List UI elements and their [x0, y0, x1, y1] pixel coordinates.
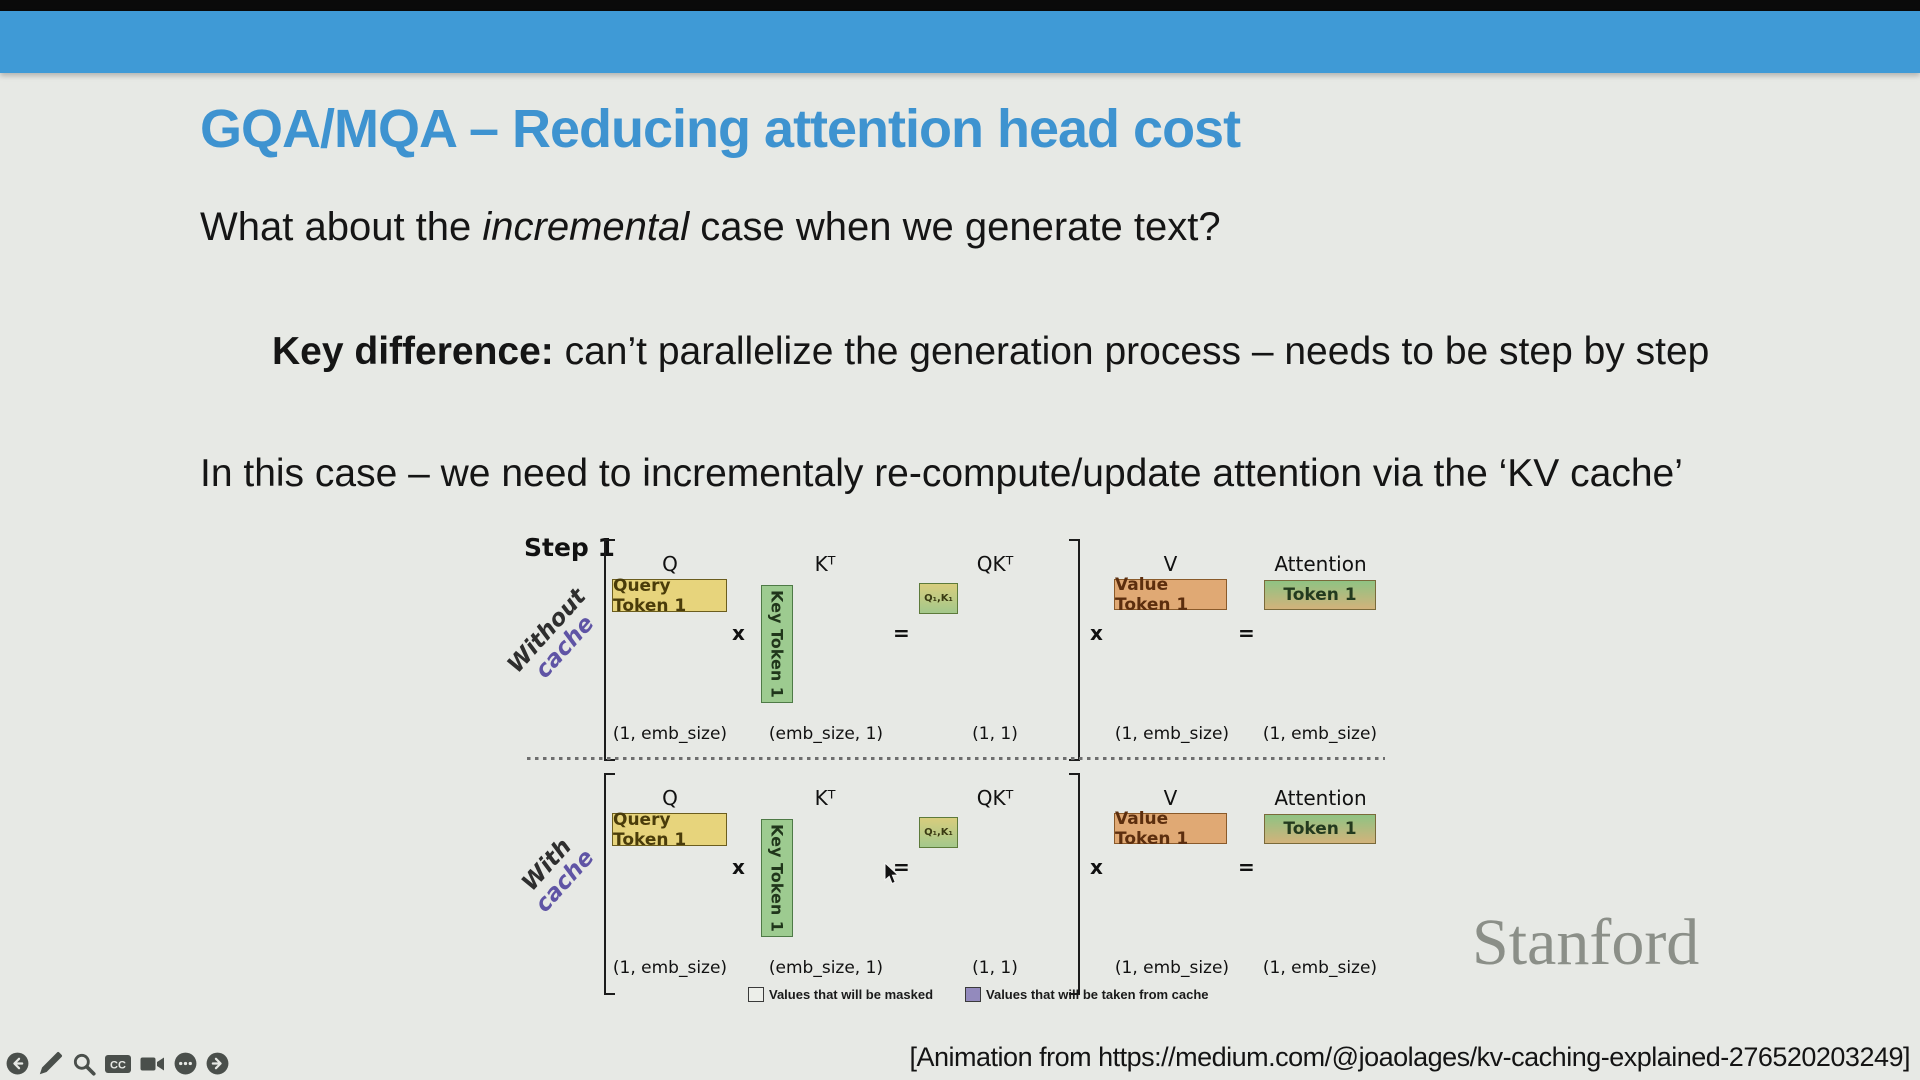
question-line: What about the incremental case when we … — [200, 205, 1221, 249]
left-bracket — [604, 539, 615, 761]
forward-arrow-icon — [206, 1052, 229, 1075]
legend-cached-label: Values that will be taken from cache — [986, 987, 1209, 1002]
kv-cache-line: In this case – we need to incrementaly r… — [200, 452, 1683, 495]
top-black-strip — [0, 0, 1920, 11]
captions-button[interactable]: CC — [104, 1052, 132, 1076]
attention-token-box: Token 1 — [1264, 580, 1376, 610]
equals-operator: = — [1238, 855, 1255, 879]
multiply-operator: x — [732, 855, 745, 879]
svg-text:CC: CC — [110, 1059, 126, 1071]
equals-operator: = — [893, 855, 910, 879]
incremental-emphasis: incremental — [482, 205, 690, 249]
multiply-operator: x — [1090, 621, 1103, 645]
dim-label-kt: (emb_size, 1) — [768, 724, 884, 744]
search-icon — [73, 1053, 96, 1076]
back-button[interactable] — [5, 1051, 30, 1076]
page-title: GQA/MQA – Reducing attention head cost — [200, 99, 1241, 159]
row-divider — [527, 757, 1385, 760]
row-label-without-cache: Without cache — [502, 583, 600, 684]
dim-label-q: (1, emb_size) — [612, 724, 728, 744]
qk-product-box: Q₁,K₁ — [919, 583, 958, 614]
value-token-box: Value Token 1 — [1114, 575, 1227, 615]
matrix-header-kt: Kᵀ — [814, 552, 836, 576]
pencil-icon — [39, 1052, 62, 1075]
diagram-row-without-cache: Step 1 Without cache Q Kᵀ QKᵀ V Attentio… — [503, 533, 1400, 763]
key-token-box: Key Token 1 — [761, 819, 793, 937]
cached-swatch — [965, 987, 982, 1002]
key-difference-line: Key difference: can’t parallelize the ge… — [272, 330, 1710, 373]
row-label-with-cache: With cache — [517, 833, 600, 918]
matrix-header-q: Q — [662, 786, 678, 810]
matrix-header-q: Q — [662, 552, 678, 576]
mouse-cursor — [884, 861, 901, 891]
search-button[interactable] — [71, 1051, 97, 1077]
value-token-box: Value Token 1 — [1114, 809, 1227, 849]
multiply-operator: x — [1090, 855, 1103, 879]
step-label: Step 1 — [524, 533, 615, 562]
legend-item-masked: Values that will be masked — [748, 987, 933, 1002]
diagram-legend: Values that will be masked Values that w… — [748, 987, 1209, 1002]
pencil-button[interactable] — [37, 1050, 64, 1077]
matrix-header-attention: Attention — [1274, 786, 1367, 810]
matrix-header-kt: Kᵀ — [814, 786, 836, 810]
matrix-header-v: V — [1163, 552, 1178, 576]
dim-label-qkt: (1, 1) — [972, 958, 1018, 978]
dim-label-attention: (1, emb_size) — [1262, 958, 1378, 978]
matrix-header-qkt: QKᵀ — [976, 786, 1014, 810]
slide-header-bar — [0, 11, 1920, 73]
dim-label-attention: (1, emb_size) — [1262, 724, 1378, 744]
right-bracket — [1069, 773, 1080, 995]
attention-token-box: Token 1 — [1264, 814, 1376, 844]
camera-button[interactable] — [139, 1052, 166, 1076]
dim-label-v: (1, emb_size) — [1114, 724, 1230, 744]
player-toolbar: CC — [5, 1050, 230, 1077]
dim-label-q: (1, emb_size) — [612, 958, 728, 978]
legend-masked-label: Values that will be masked — [769, 987, 934, 1002]
cursor-arrow-icon — [884, 861, 900, 885]
key-token-box: Key Token 1 — [761, 585, 793, 703]
dim-label-v: (1, emb_size) — [1114, 958, 1230, 978]
dim-label-kt: (emb_size, 1) — [768, 958, 884, 978]
right-bracket — [1069, 539, 1080, 761]
more-dots-icon — [174, 1052, 197, 1075]
more-button[interactable] — [173, 1051, 198, 1076]
equals-operator: = — [893, 621, 910, 645]
equals-operator: = — [1238, 621, 1255, 645]
masked-swatch — [748, 987, 764, 1002]
query-token-box: Query Token 1 — [612, 576, 727, 616]
video-camera-icon — [140, 1057, 164, 1070]
matrix-header-v: V — [1163, 786, 1178, 810]
legend-item-cached: Values that will be taken from cache — [943, 987, 1209, 1002]
multiply-operator: x — [732, 621, 745, 645]
forward-button[interactable] — [205, 1051, 230, 1076]
dim-label-qkt: (1, 1) — [972, 724, 1018, 744]
matrix-header-attention: Attention — [1274, 552, 1367, 576]
query-token-box: Query Token 1 — [612, 810, 727, 850]
captions-icon: CC — [105, 1054, 131, 1073]
key-difference-label: Key difference: — [272, 330, 554, 373]
matrix-header-qkt: QKᵀ — [976, 552, 1014, 576]
stanford-logo: Stanford — [1472, 906, 1700, 979]
qk-product-box: Q₁,K₁ — [919, 817, 958, 848]
source-citation: [Animation from https://medium.com/@joao… — [909, 1042, 1911, 1072]
left-bracket — [604, 773, 615, 995]
back-arrow-icon — [6, 1052, 29, 1075]
diagram-row-with-cache: With cache Q Kᵀ QKᵀ V Attention Query To… — [517, 767, 1400, 997]
